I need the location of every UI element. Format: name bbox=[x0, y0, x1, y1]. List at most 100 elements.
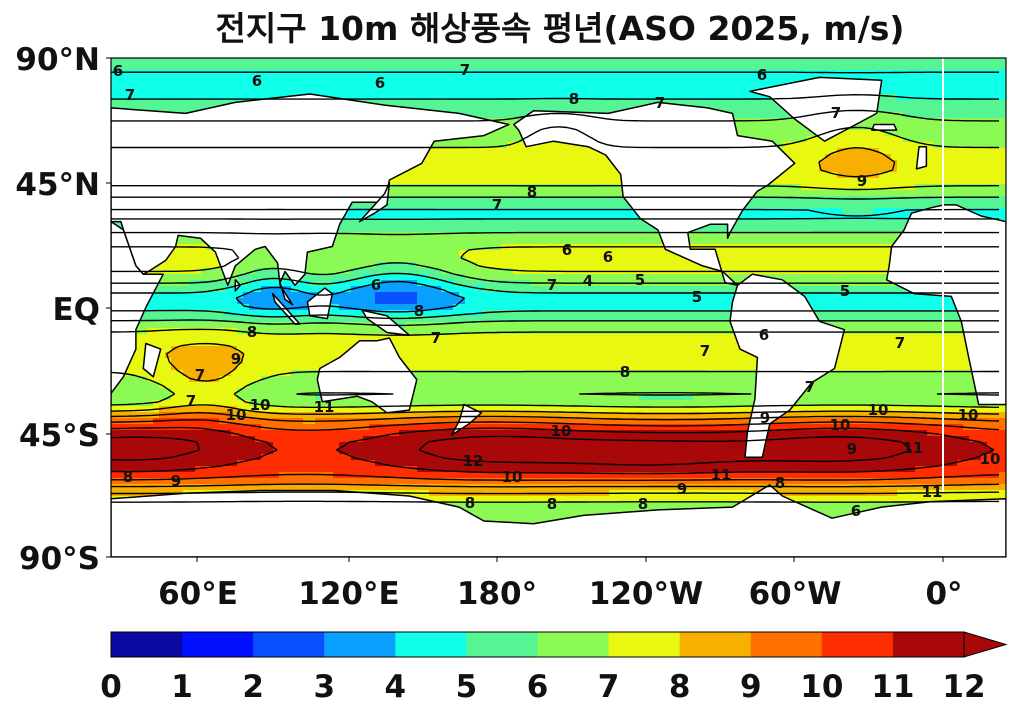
field-cell bbox=[747, 106, 754, 113]
field-cell bbox=[645, 238, 652, 245]
field-cell bbox=[633, 100, 640, 107]
field-cell bbox=[255, 94, 262, 101]
field-cell bbox=[945, 196, 952, 203]
field-cell bbox=[843, 250, 850, 257]
field-cell bbox=[483, 184, 490, 191]
field-cell bbox=[927, 70, 934, 77]
field-cell bbox=[375, 82, 382, 89]
field-cell bbox=[309, 88, 316, 95]
field-cell bbox=[513, 64, 520, 71]
field-cell bbox=[231, 88, 238, 95]
field-cell bbox=[591, 238, 598, 245]
field-cell bbox=[633, 214, 640, 221]
field-cell bbox=[453, 148, 460, 155]
field-cell bbox=[273, 76, 280, 83]
field-cell bbox=[729, 82, 736, 89]
field-cell bbox=[375, 232, 382, 239]
field-cell bbox=[453, 172, 460, 179]
field-cell bbox=[831, 184, 838, 191]
field-cell bbox=[951, 100, 958, 107]
field-cell bbox=[477, 250, 484, 257]
field-cell bbox=[435, 232, 442, 239]
field-cell bbox=[483, 172, 490, 179]
field-cell bbox=[825, 214, 832, 221]
field-cell bbox=[627, 58, 634, 65]
field-cell bbox=[957, 154, 964, 161]
field-cell bbox=[189, 88, 196, 95]
field-cell bbox=[843, 208, 850, 215]
field-cell bbox=[813, 202, 820, 209]
field-cell bbox=[921, 172, 928, 179]
field-cell bbox=[729, 250, 736, 257]
field-cell bbox=[585, 196, 592, 203]
field-cell bbox=[855, 136, 862, 143]
field-cell bbox=[975, 166, 982, 173]
field-cell bbox=[447, 142, 454, 149]
field-cell bbox=[303, 70, 310, 77]
field-cell bbox=[855, 190, 862, 197]
field-cell bbox=[435, 94, 442, 101]
field-cell bbox=[651, 82, 658, 89]
field-cell bbox=[501, 130, 508, 137]
field-cell bbox=[585, 76, 592, 83]
field-cell bbox=[513, 154, 520, 161]
field-cell bbox=[843, 148, 850, 155]
field-cell bbox=[927, 148, 934, 155]
field-cell bbox=[615, 238, 622, 245]
field-cell bbox=[525, 208, 532, 215]
field-cell bbox=[417, 220, 424, 227]
field-cell bbox=[333, 64, 340, 71]
field-cell bbox=[849, 166, 856, 173]
field-cell bbox=[117, 70, 124, 77]
field-cell bbox=[483, 226, 490, 233]
field-cell bbox=[813, 70, 820, 77]
field-cell bbox=[789, 124, 796, 131]
field-cell bbox=[525, 190, 532, 197]
field-cell bbox=[741, 232, 748, 239]
field-cell bbox=[975, 94, 982, 101]
field-cell bbox=[723, 64, 730, 71]
field-cell bbox=[543, 232, 550, 239]
field-cell bbox=[747, 226, 754, 233]
field-cell bbox=[585, 106, 592, 113]
field-cell bbox=[879, 100, 886, 107]
field-cell bbox=[411, 88, 418, 95]
field-cell bbox=[513, 100, 520, 107]
field-cell bbox=[825, 226, 832, 233]
field-cell bbox=[819, 202, 826, 209]
field-cell bbox=[801, 130, 808, 137]
field-cell bbox=[945, 142, 952, 149]
field-cell bbox=[495, 82, 502, 89]
field-cell bbox=[399, 238, 406, 245]
field-cell bbox=[531, 172, 538, 179]
field-cell bbox=[885, 166, 892, 173]
field-cell bbox=[207, 250, 214, 257]
field-cell bbox=[489, 82, 496, 89]
field-cell bbox=[483, 100, 490, 107]
field-cell bbox=[981, 160, 988, 167]
field-cell bbox=[561, 94, 568, 101]
field-cell bbox=[507, 226, 514, 233]
field-cell bbox=[903, 214, 910, 221]
field-cell bbox=[621, 238, 628, 245]
field-cell bbox=[921, 124, 928, 131]
field-cell bbox=[417, 238, 424, 245]
field-cell bbox=[549, 64, 556, 71]
field-cell bbox=[429, 202, 436, 209]
field-cell bbox=[525, 214, 532, 221]
field-cell bbox=[903, 172, 910, 179]
field-cell bbox=[519, 160, 526, 167]
field-cell bbox=[423, 166, 430, 173]
field-cell bbox=[411, 58, 418, 65]
field-cell bbox=[345, 220, 352, 227]
field-cell bbox=[453, 220, 460, 227]
field-cell bbox=[459, 208, 466, 215]
field-cell bbox=[513, 142, 520, 149]
field-cell bbox=[405, 196, 412, 203]
field-cell bbox=[501, 88, 508, 95]
field-cell bbox=[513, 214, 520, 221]
field-cell bbox=[555, 196, 562, 203]
field-cell bbox=[381, 220, 388, 227]
field-cell bbox=[339, 58, 346, 65]
field-cell bbox=[393, 196, 400, 203]
